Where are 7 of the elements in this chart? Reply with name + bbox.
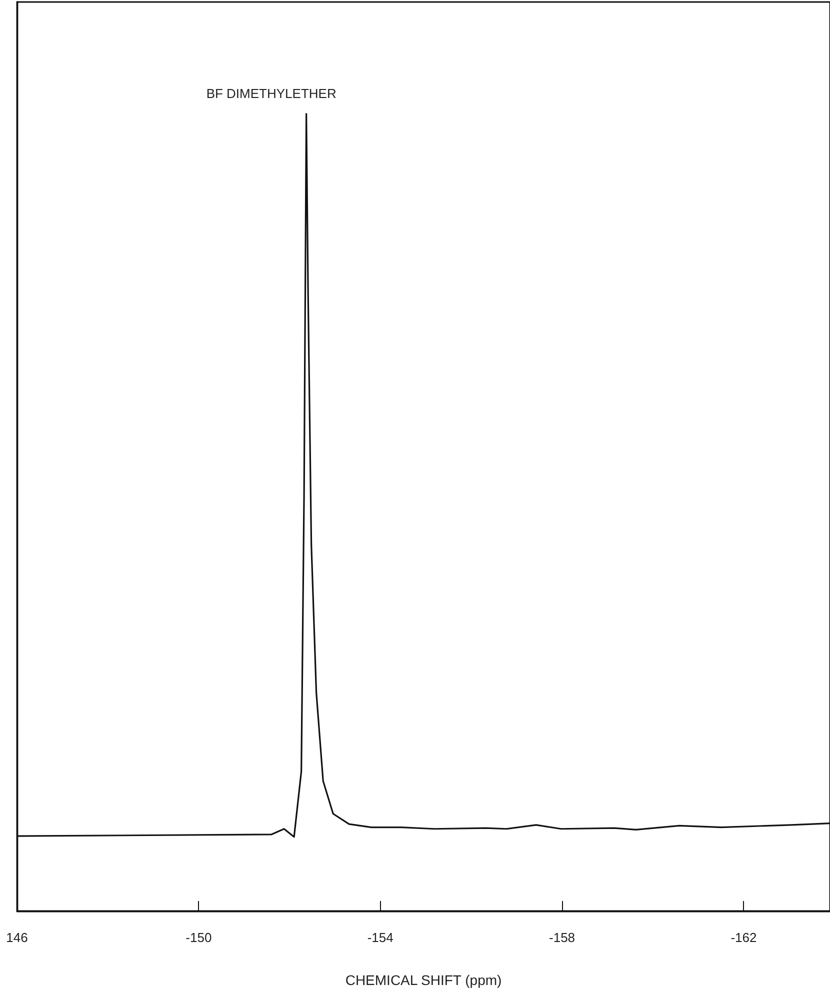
x-tick-label: 146 (6, 930, 28, 945)
x-tick-label: -150 (186, 930, 212, 945)
x-tick-label: -154 (367, 930, 394, 945)
x-tick-label: -162 (730, 930, 757, 945)
annotation: BF DIMETHYLETHER (206, 86, 336, 101)
x-axis-title: CHEMICAL SHIFT (ppm) (345, 972, 502, 988)
x-tick-label: -158 (549, 930, 576, 945)
